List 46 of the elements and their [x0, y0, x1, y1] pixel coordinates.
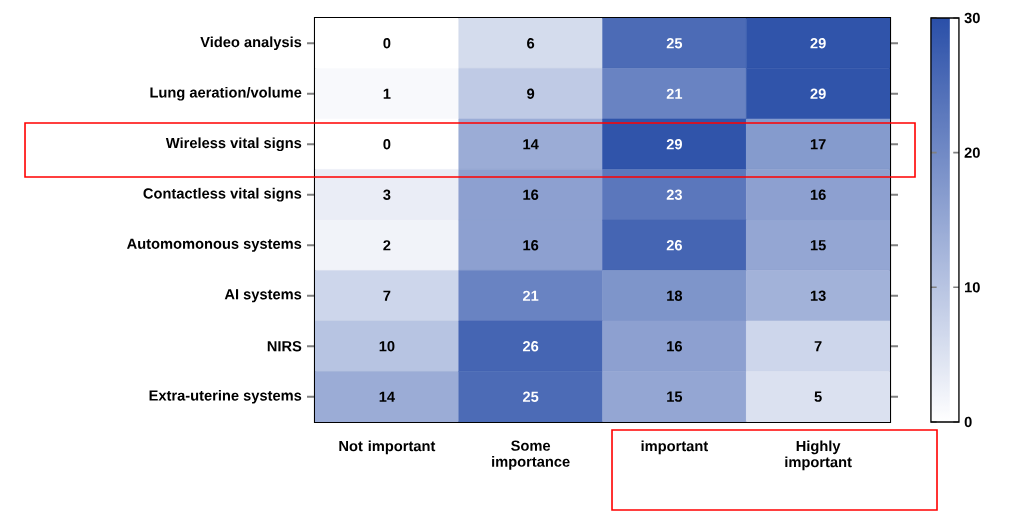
y-tick-label: Wireless vital signs: [165, 137, 302, 152]
data-label: 14: [523, 139, 539, 150]
data-label: 16: [667, 341, 683, 352]
color-bar-label: 0: [964, 416, 972, 428]
data-label: 29: [666, 139, 682, 150]
data-label: 26: [666, 240, 683, 251]
y-tick-label: Automomonous systems: [126, 238, 302, 252]
data-label: 1: [383, 88, 391, 99]
x-tick-label: Some importance: [492, 440, 570, 470]
data-label: 7: [383, 290, 391, 301]
y-tick-label: Video analysis: [200, 36, 302, 51]
data-label: 17: [810, 139, 826, 150]
data-label: 0: [383, 38, 391, 49]
data-label: 16: [523, 189, 539, 200]
data-label: 10: [379, 341, 395, 352]
y-tick-label: Contactless vital signs: [143, 187, 302, 202]
data-label: 14: [379, 391, 395, 402]
y-tick-label: AI systems: [224, 289, 302, 303]
y-tick-label: Extra-uterine systems: [149, 389, 302, 404]
color-bar-label: 20: [964, 147, 980, 158]
data-label: 29: [810, 88, 826, 99]
data-label: 5: [814, 391, 822, 402]
data-label: 21: [666, 88, 683, 99]
color-bar-label: 30: [964, 12, 980, 24]
data-label: 7: [814, 341, 822, 352]
data-label: 16: [523, 240, 539, 251]
data-label: 6: [527, 38, 535, 49]
y-tick-label: Lung aeration/volume: [150, 86, 302, 101]
data-label: 3: [383, 189, 391, 200]
data-label: 25: [522, 391, 539, 402]
y-tick-label: NIRS: [267, 341, 302, 352]
data-label: 21: [522, 290, 539, 301]
data-label: 16: [810, 189, 826, 200]
data-label: 29: [810, 38, 826, 49]
data-label: 13: [810, 290, 826, 301]
x-tick-label: Highly important: [785, 440, 852, 471]
data-label: 18: [667, 290, 683, 301]
x-tick-label: important: [641, 440, 709, 455]
data-label: 23: [666, 189, 683, 200]
data-label: 26: [522, 341, 539, 352]
color-bar-label: 10: [965, 282, 980, 293]
data-label: 2: [383, 240, 391, 251]
x-tick-label: Not important: [339, 440, 436, 455]
data-label: 15: [810, 240, 826, 251]
data-label: 0: [383, 139, 391, 150]
data-label: 9: [527, 88, 535, 99]
